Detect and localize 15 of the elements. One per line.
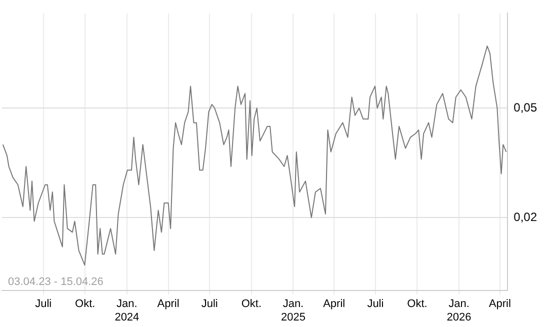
x-tick-label: Juli <box>367 298 384 310</box>
x-tick-label: Okt. <box>75 298 96 310</box>
x-tick-label: Juli <box>35 298 52 310</box>
x-tick-label: April <box>488 298 511 310</box>
x-tick-label: Jan. 2024 <box>114 298 140 324</box>
y-tick-label: 0,02 <box>514 210 538 224</box>
x-tick-label: Juli <box>201 298 218 310</box>
y-tick-label: 0,05 <box>514 100 538 114</box>
annotation: 03.04.23 - 15.04.26 <box>8 276 104 288</box>
x-tick-label: Okt. <box>241 298 262 310</box>
x-tick-label: April <box>157 298 180 310</box>
x-tick-label: Jan. 2026 <box>446 298 472 324</box>
x-tick-label: Okt. <box>407 298 428 310</box>
x-tick-label: Jan. 2025 <box>280 298 306 324</box>
x-tick-label: April <box>323 298 346 310</box>
